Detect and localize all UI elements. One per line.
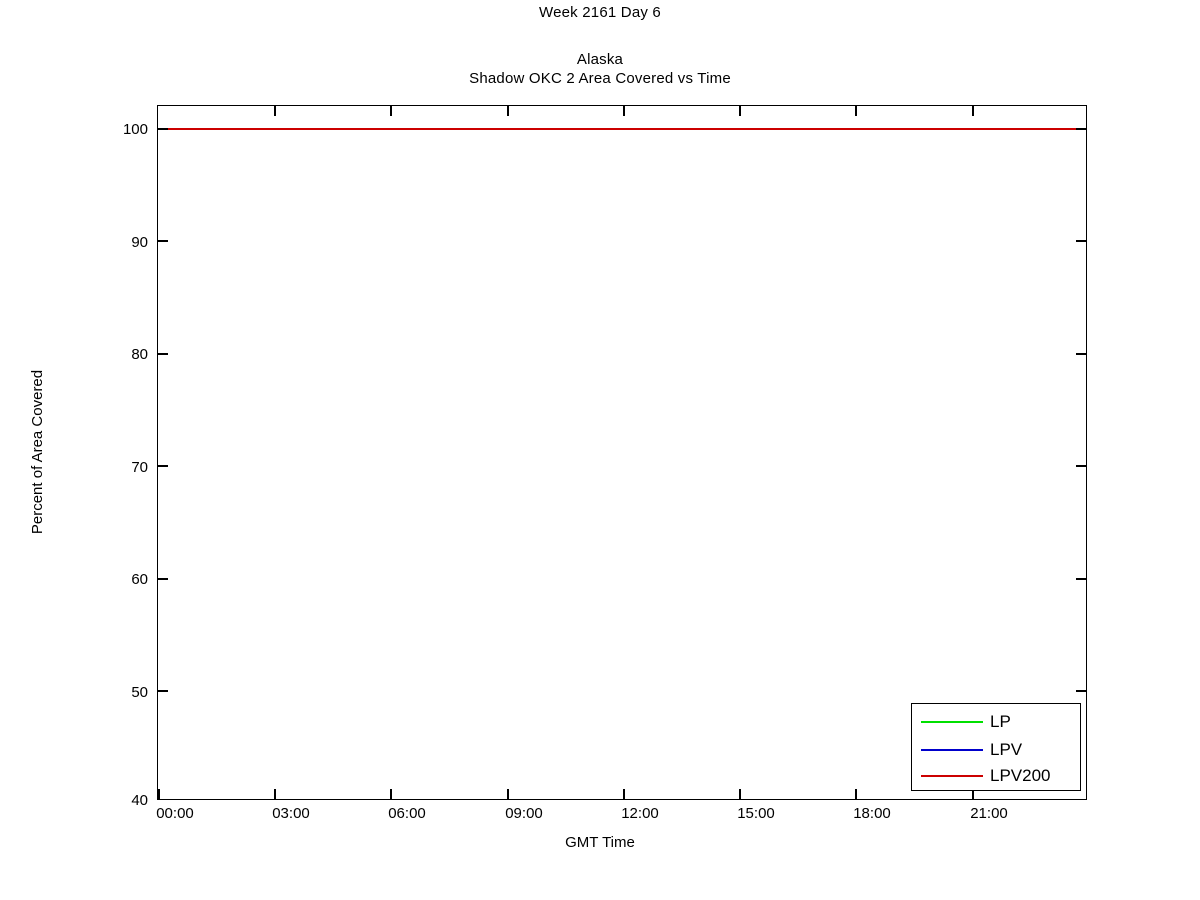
- y-axis-tick-labels: 100 90 80 70 60 50 40: [0, 0, 148, 900]
- legend[interactable]: LP LPV LPV200: [911, 703, 1081, 791]
- x-tick-top: [274, 106, 276, 116]
- legend-label: LPV200: [990, 766, 1051, 785]
- x-tick-label: 06:00: [388, 805, 426, 822]
- chart-region-title: Alaska: [576, 51, 624, 68]
- x-tick-bottom: [972, 789, 974, 799]
- legend-item-lp[interactable]: LP: [912, 708, 1080, 736]
- x-tick-bottom: [390, 789, 392, 799]
- x-tick-bottom: [623, 789, 625, 799]
- y-tick-label: 90: [131, 234, 148, 251]
- y-tick-left: [158, 578, 168, 580]
- legend-swatch-icon: [921, 749, 983, 751]
- x-tick-label: 18:00: [853, 805, 891, 822]
- chart-title-block: Alaska Shadow OKC 2 Area Covered vs Time: [0, 50, 1200, 88]
- y-tick-left: [158, 690, 168, 692]
- y-axis-title: Percent of Area Covered: [29, 369, 46, 535]
- x-tick-top: [972, 106, 974, 116]
- x-tick-top: [507, 106, 509, 116]
- x-tick-label: 12:00: [621, 805, 659, 822]
- legend-label: LPV: [990, 740, 1023, 759]
- x-tick-top: [855, 106, 857, 116]
- chart-subtitle: Shadow OKC 2 Area Covered vs Time: [469, 70, 731, 87]
- x-axis-title: GMT Time: [565, 834, 635, 851]
- y-tick-right: [1076, 690, 1086, 692]
- week-day-header: Week 2161 Day 6: [539, 4, 661, 21]
- x-tick-bottom: [855, 789, 857, 799]
- x-tick-label: 00:00: [156, 805, 194, 822]
- y-tick-right: [1076, 353, 1086, 355]
- x-tick-label: 15:00: [737, 805, 775, 822]
- legend-item-lpv[interactable]: LPV: [912, 736, 1080, 764]
- x-tick-top: [390, 106, 392, 116]
- x-tick-bottom: [274, 789, 276, 799]
- y-tick-label: 100: [122, 121, 148, 138]
- y-tick-left: [158, 465, 168, 467]
- y-tick-right: [1076, 578, 1086, 580]
- plot-area[interactable]: [157, 105, 1087, 800]
- x-tick-label: 03:00: [272, 805, 310, 822]
- y-tick-left: [158, 240, 168, 242]
- y-tick-right: [1076, 128, 1086, 130]
- y-tick-label: 80: [131, 346, 148, 363]
- legend-label: LP: [990, 712, 1011, 731]
- y-tick-label: 40: [131, 792, 148, 809]
- y-tick-left: [158, 128, 168, 130]
- x-tick-label: 21:00: [970, 805, 1008, 822]
- y-tick-right: [1076, 240, 1086, 242]
- x-tick-label: 09:00: [505, 805, 543, 822]
- x-tick-bottom: [158, 789, 160, 799]
- y-tick-right: [1076, 465, 1086, 467]
- series-line-lpv200: [158, 128, 1086, 130]
- x-tick-bottom: [739, 789, 741, 799]
- x-tick-top: [623, 106, 625, 116]
- y-tick-label: 70: [131, 459, 148, 476]
- legend-swatch-icon: [921, 775, 983, 777]
- legend-item-lpv200[interactable]: LPV200: [912, 762, 1080, 790]
- x-tick-top: [739, 106, 741, 116]
- legend-swatch-icon: [921, 721, 983, 723]
- x-tick-bottom: [507, 789, 509, 799]
- y-tick-left: [158, 353, 168, 355]
- y-tick-label: 50: [131, 684, 148, 701]
- y-tick-label: 60: [131, 571, 148, 588]
